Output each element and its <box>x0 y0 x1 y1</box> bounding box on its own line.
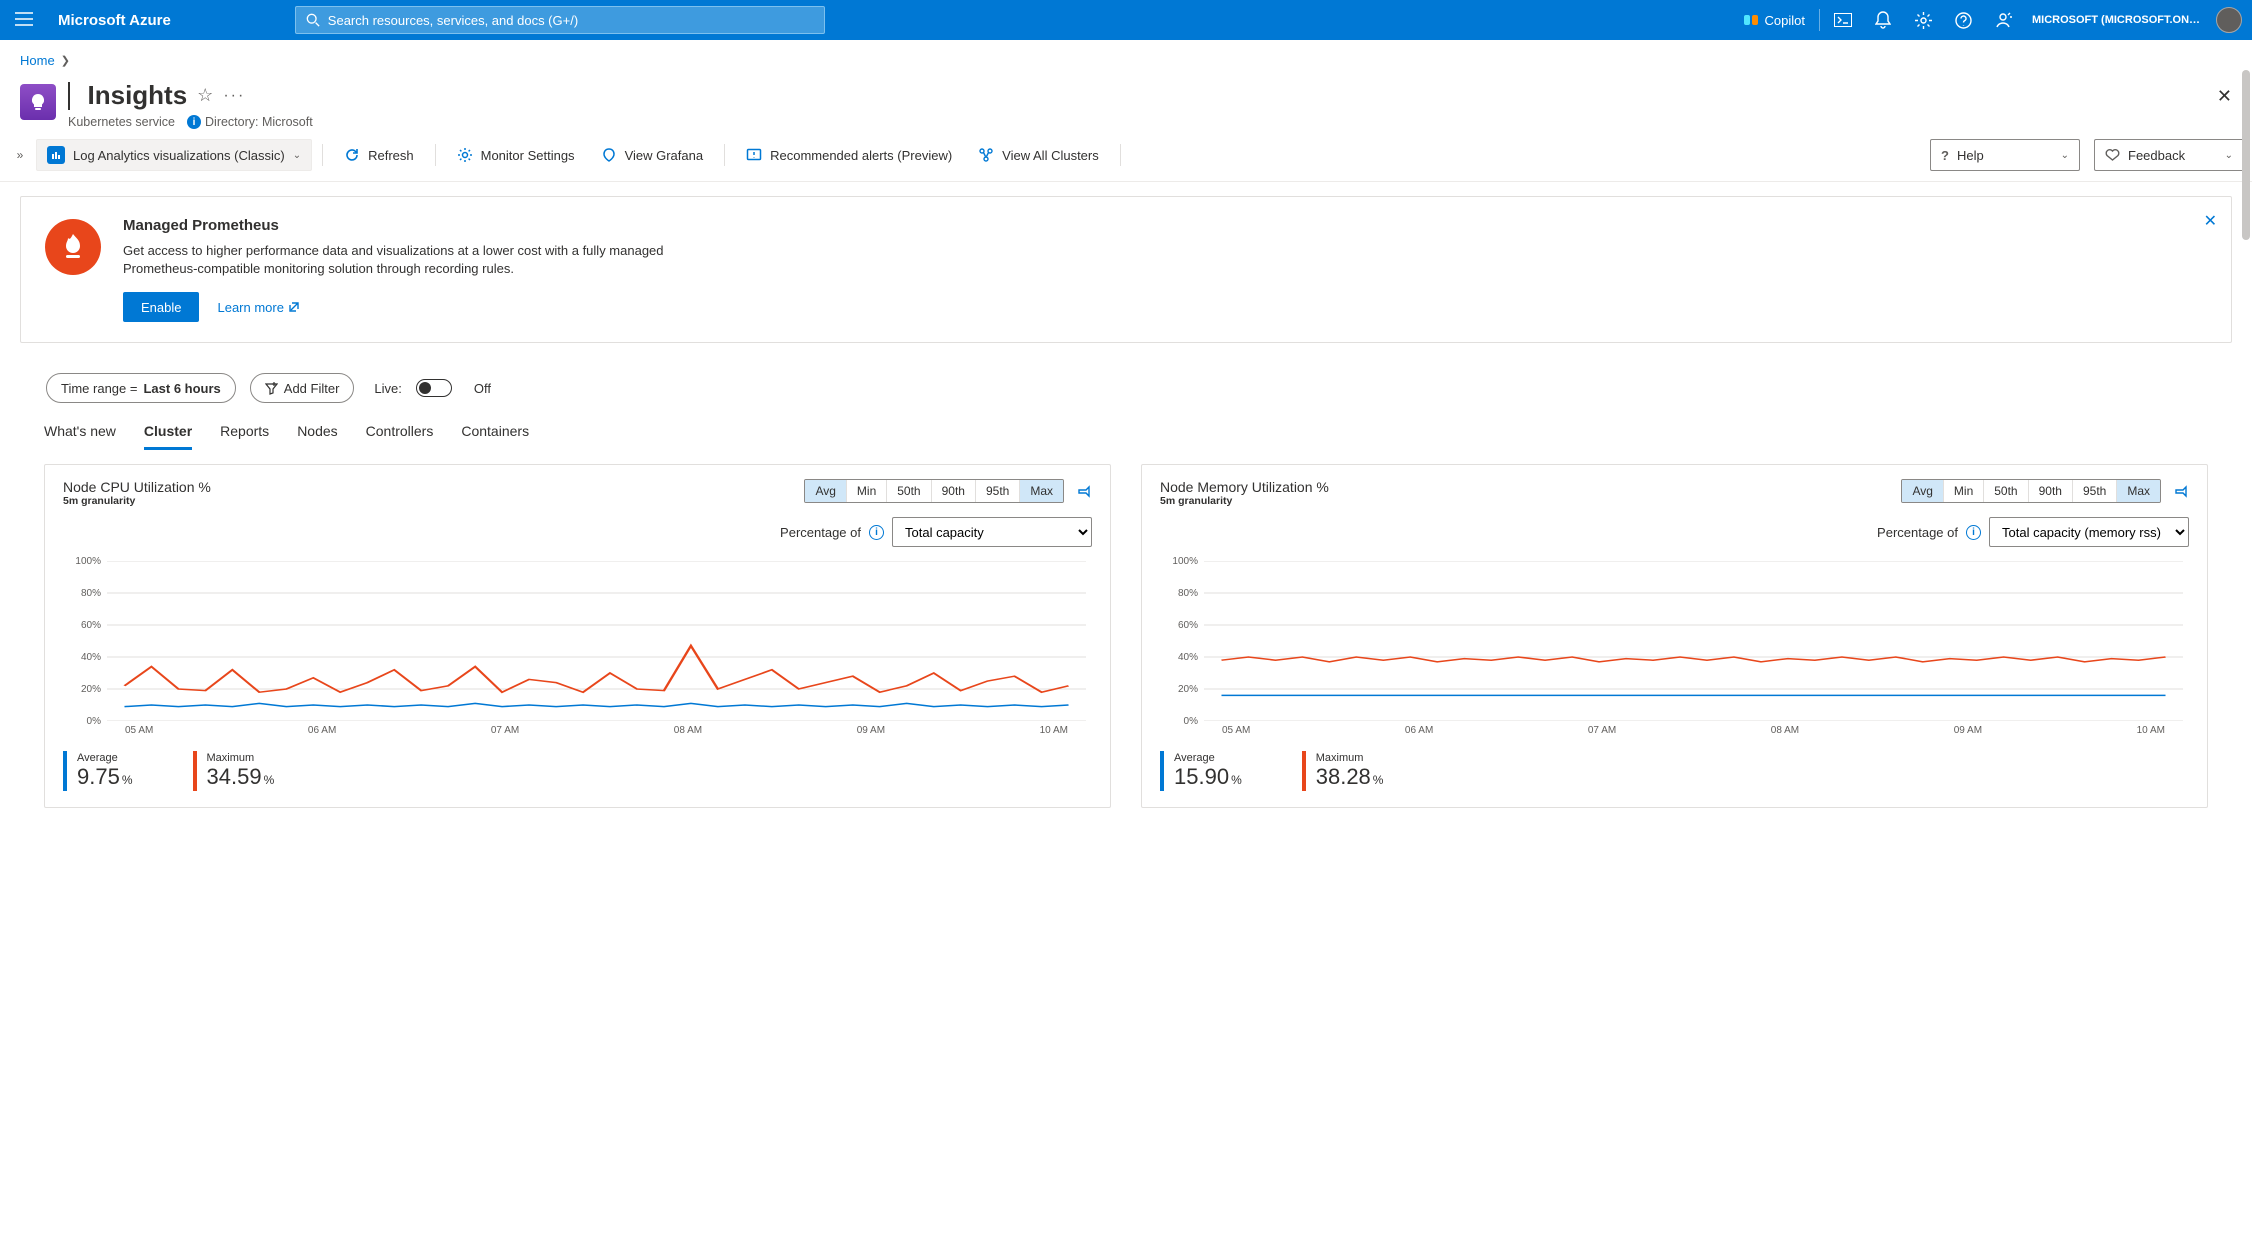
stat-maximum: Maximum38.28% <box>1302 751 1384 791</box>
tab-controllers[interactable]: Controllers <box>366 423 434 450</box>
cloud-shell-icon[interactable] <box>1824 0 1862 40</box>
live-toggle[interactable] <box>416 379 452 397</box>
chart-card-cpu: Node CPU Utilization %5m granularityAvgM… <box>44 464 1111 808</box>
agg-option-max[interactable]: Max <box>2117 480 2160 502</box>
percentage-of-label: Percentage of <box>780 525 861 540</box>
help-icon[interactable] <box>1944 0 1982 40</box>
view-mode-dropdown[interactable]: Log Analytics visualizations (Classic) ⌄ <box>36 139 312 171</box>
chart-plot: 100%80%60%40%20%0%05 AM06 AM07 AM08 AM09… <box>63 561 1092 741</box>
aggregation-toggle: AvgMin50th90th95thMax <box>804 479 1064 503</box>
promo-close-icon[interactable]: ✕ <box>2204 211 2217 231</box>
stat-average: Average9.75% <box>63 751 133 791</box>
refresh-button[interactable]: Refresh <box>333 139 425 171</box>
pin-chart-icon[interactable] <box>1076 482 1092 501</box>
promo-title: Managed Prometheus <box>123 217 683 234</box>
close-blade-icon[interactable]: ✕ <box>2217 86 2232 107</box>
agg-option-50th[interactable]: 50th <box>1984 480 2028 502</box>
tab-cluster[interactable]: Cluster <box>144 423 192 450</box>
info-icon: i <box>187 115 201 129</box>
insights-tabs: What's new Cluster Reports Nodes Controllers… <box>0 413 2252 450</box>
add-filter-pill[interactable]: Add Filter <box>250 373 355 403</box>
chart-title: Node CPU Utilization % <box>63 479 211 495</box>
agg-option-95th[interactable]: 95th <box>2073 480 2117 502</box>
more-ellipsis-icon[interactable]: ··· <box>223 87 245 105</box>
chart-granularity: 5m granularity <box>63 495 211 507</box>
settings-gear-icon[interactable] <box>1904 0 1942 40</box>
agg-option-95th[interactable]: 95th <box>976 480 1020 502</box>
agg-option-avg[interactable]: Avg <box>805 480 846 502</box>
chart-plot: 100%80%60%40%20%0%05 AM06 AM07 AM08 AM09… <box>1160 561 2189 741</box>
help-dropdown[interactable]: ?Help ⌄ <box>1930 139 2080 171</box>
chart-title: Node Memory Utilization % <box>1160 479 1329 495</box>
global-search-input[interactable]: Search resources, services, and docs (G+… <box>295 6 825 34</box>
search-placeholder: Search resources, services, and docs (G+… <box>328 13 578 28</box>
agg-option-min[interactable]: Min <box>847 480 887 502</box>
insights-bulb-icon <box>20 84 56 120</box>
filter-row: Time range = Last 6 hours Add Filter Liv… <box>0 357 2252 413</box>
favorite-star-icon[interactable]: ☆ <box>197 85 213 106</box>
hamburger-menu-icon[interactable] <box>4 10 44 31</box>
tab-reports[interactable]: Reports <box>220 423 269 450</box>
copilot-button[interactable]: Copilot <box>1733 12 1815 28</box>
brand-label[interactable]: Microsoft Azure <box>44 12 185 29</box>
promo-description: Get access to higher performance data an… <box>123 242 683 278</box>
agg-option-90th[interactable]: 90th <box>2029 480 2073 502</box>
agg-option-min[interactable]: Min <box>1944 480 1984 502</box>
view-grafana-button[interactable]: View Grafana <box>590 139 715 171</box>
breadcrumb: Home ❯ <box>0 40 2252 80</box>
insights-toolbar: » Log Analytics visualizations (Classic)… <box>0 129 2252 182</box>
page-header: Insights ☆ ··· Kubernetes service i Dire… <box>0 80 2252 129</box>
account-label[interactable]: MICROSOFT (MICROSOFT.ONMI... <box>2024 14 2214 26</box>
view-all-clusters-button[interactable]: View All Clusters <box>967 139 1110 171</box>
azure-top-bar: Microsoft Azure Search resources, servic… <box>0 0 2252 40</box>
time-range-pill[interactable]: Time range = Last 6 hours <box>46 373 236 403</box>
enable-button[interactable]: Enable <box>123 292 199 322</box>
info-icon[interactable]: i <box>869 525 884 540</box>
directory-label: Directory: Microsoft <box>205 115 313 129</box>
feedback-person-icon[interactable] <box>1984 0 2022 40</box>
chevron-down-icon: ⌄ <box>293 150 301 161</box>
agg-option-90th[interactable]: 90th <box>932 480 976 502</box>
scrollbar[interactable] <box>2240 60 2250 1248</box>
recommended-alerts-button[interactable]: Recommended alerts (Preview) <box>735 139 963 171</box>
tab-containers[interactable]: Containers <box>461 423 529 450</box>
charts-grid: Node CPU Utilization %5m granularityAvgM… <box>0 450 2252 828</box>
learn-more-link[interactable]: Learn more <box>217 300 299 315</box>
page-title: Insights <box>88 80 188 111</box>
live-toggle-state: Off <box>474 381 491 396</box>
stat-average: Average15.90% <box>1160 751 1242 791</box>
agg-option-avg[interactable]: Avg <box>1902 480 1943 502</box>
chart-card-mem: Node Memory Utilization %5m granularity A… <box>1141 464 2208 808</box>
tab-what-s-new[interactable]: What's new <box>44 423 116 450</box>
monitor-settings-button[interactable]: Monitor Settings <box>446 139 586 171</box>
aggregation-toggle: AvgMin50th90th95thMax <box>1901 479 2161 503</box>
chevron-right-icon: ❯ <box>61 54 70 67</box>
percentage-of-label: Percentage of <box>1877 525 1958 540</box>
breadcrumb-home[interactable]: Home <box>20 53 55 68</box>
expand-nav-icon[interactable]: » <box>8 148 32 162</box>
live-label: Live: <box>374 381 401 396</box>
managed-prometheus-promo: Managed Prometheus Get access to higher … <box>20 196 2232 343</box>
info-icon[interactable]: i <box>1966 525 1981 540</box>
agg-option-50th[interactable]: 50th <box>887 480 931 502</box>
stat-maximum: Maximum34.59% <box>193 751 275 791</box>
avatar[interactable] <box>2216 7 2242 33</box>
capacity-select[interactable]: Total capacity <box>892 517 1092 547</box>
capacity-select[interactable]: Total capacity (memory rss) <box>1989 517 2189 547</box>
prometheus-flame-icon <box>45 219 101 275</box>
chart-granularity: 5m granularity <box>1160 495 1329 507</box>
service-type-label: Kubernetes service <box>68 115 175 129</box>
tab-nodes[interactable]: Nodes <box>297 423 337 450</box>
pin-chart-icon[interactable] <box>2173 482 2189 501</box>
notifications-icon[interactable] <box>1864 0 1902 40</box>
agg-option-max[interactable]: Max <box>1020 480 1063 502</box>
feedback-dropdown[interactable]: Feedback ⌄ <box>2094 139 2244 171</box>
